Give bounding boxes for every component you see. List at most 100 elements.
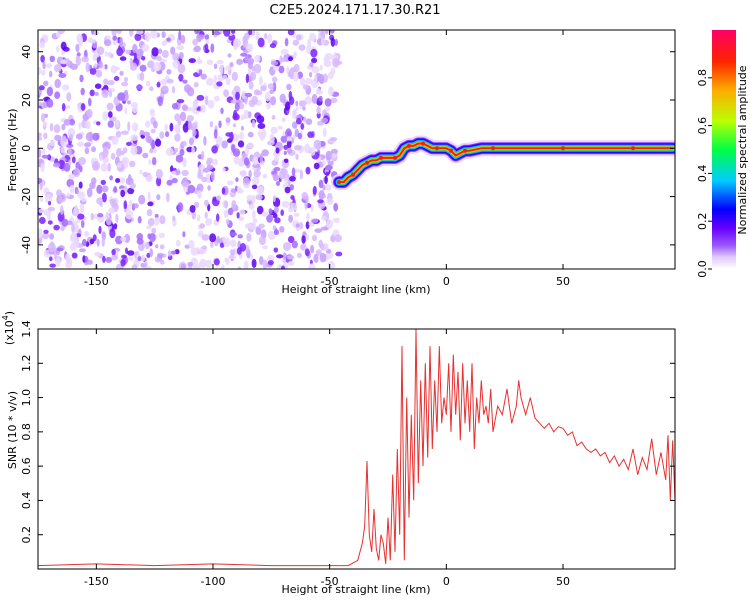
noise-speckle [48, 201, 52, 206]
noise-speckle [281, 57, 287, 62]
noise-speckle [63, 119, 71, 126]
noise-speckle [206, 59, 214, 65]
noise-speckle [146, 225, 152, 230]
noise-speckle [38, 132, 42, 137]
noise-speckle [84, 142, 92, 148]
noise-speckle [281, 200, 290, 208]
noise-speckle [83, 230, 90, 237]
noise-speckle [272, 195, 276, 203]
noise-speckle [211, 158, 219, 166]
noise-speckle [270, 126, 278, 135]
noise-speckle [224, 257, 229, 263]
noise-speckle [224, 200, 229, 209]
noise-speckle [261, 211, 269, 217]
noise-speckle [237, 234, 243, 239]
noise-speckle [107, 120, 115, 128]
noise-speckle [204, 259, 213, 268]
noise-speckle [204, 199, 209, 207]
noise-speckle [223, 209, 229, 218]
noise-speckle [284, 37, 289, 47]
noise-speckle [156, 194, 161, 201]
noise-speckle [284, 186, 291, 194]
noise-speckle [259, 153, 263, 163]
noise-speckle [270, 60, 279, 66]
noise-speckle [216, 235, 220, 244]
noise-speckle [101, 89, 109, 98]
noise-speckle [249, 71, 257, 81]
noise-speckle [157, 252, 164, 259]
noise-speckle [124, 76, 128, 83]
noise-speckle [164, 123, 168, 132]
noise-speckle [80, 220, 85, 228]
noise-speckle [121, 156, 130, 165]
noise-speckle [130, 145, 138, 156]
noise-speckle [246, 194, 253, 201]
spectrogram-x-label: Height of straight line (km) [281, 283, 430, 296]
noise-speckle [175, 239, 181, 247]
noise-speckle [327, 160, 334, 166]
noise-speckle [129, 30, 134, 37]
noise-speckle [233, 40, 238, 50]
noise-speckle [42, 232, 50, 239]
noise-speckle [107, 162, 111, 172]
noise-speckle [86, 108, 93, 119]
noise-speckle [63, 162, 71, 172]
noise-speckle [161, 40, 168, 46]
noise-speckle [247, 61, 253, 69]
noise-speckle [94, 251, 101, 257]
noise-speckle [299, 77, 306, 87]
noise-speckle [232, 123, 237, 128]
noise-speckle [198, 167, 202, 177]
noise-speckle [86, 187, 93, 198]
noise-speckle [127, 174, 132, 183]
noise-speckle [314, 74, 318, 85]
noise-speckle [170, 170, 177, 175]
noise-speckle [100, 163, 109, 172]
noise-speckle [96, 238, 100, 247]
noise-speckle [213, 63, 218, 70]
noise-speckle [330, 30, 335, 34]
noise-speckle [166, 179, 173, 186]
noise-speckle [47, 206, 56, 212]
noise-speckle [323, 60, 332, 68]
noise-speckle [92, 161, 100, 171]
noise-speckle [158, 48, 163, 54]
colorbar-tick-label: 0.4 [696, 165, 709, 183]
signal-track [331, 135, 675, 191]
noise-speckle [196, 94, 205, 101]
noise-speckle [234, 102, 240, 112]
noise-speckle [313, 162, 320, 170]
noise-speckle [65, 58, 71, 66]
noise-speckle [229, 62, 234, 68]
noise-speckle [169, 175, 173, 180]
noise-speckle [129, 199, 133, 207]
noise-speckle [252, 156, 258, 166]
snr-x-ticks: -150 -100 -50 0 50 [84, 329, 570, 588]
noise-speckle [155, 244, 159, 249]
noise-speckle [68, 173, 75, 180]
noise-speckle [96, 46, 105, 55]
noise-speckle [201, 150, 205, 161]
noise-speckle [75, 189, 79, 195]
noise-speckle [272, 225, 276, 231]
noise-speckle [331, 153, 337, 159]
noise-speckle [77, 213, 85, 220]
noise-speckle [321, 216, 327, 221]
noise-speckle [176, 45, 185, 51]
noise-speckle [155, 169, 163, 179]
noise-speckle [210, 241, 214, 248]
noise-speckle [132, 105, 138, 114]
noise-speckle [302, 231, 307, 236]
noise-speckle [44, 193, 53, 204]
noise-speckle [147, 60, 155, 69]
noise-speckle [91, 146, 96, 153]
noise-speckle [267, 33, 273, 44]
noise-speckle [61, 103, 66, 112]
noise-speckle [312, 66, 320, 74]
noise-speckle [92, 41, 98, 49]
noise-speckle [211, 145, 218, 154]
colorbar-label: Normalized spectral amplitude [736, 65, 749, 234]
noise-speckle [151, 227, 157, 234]
noise-speckle [227, 53, 232, 58]
